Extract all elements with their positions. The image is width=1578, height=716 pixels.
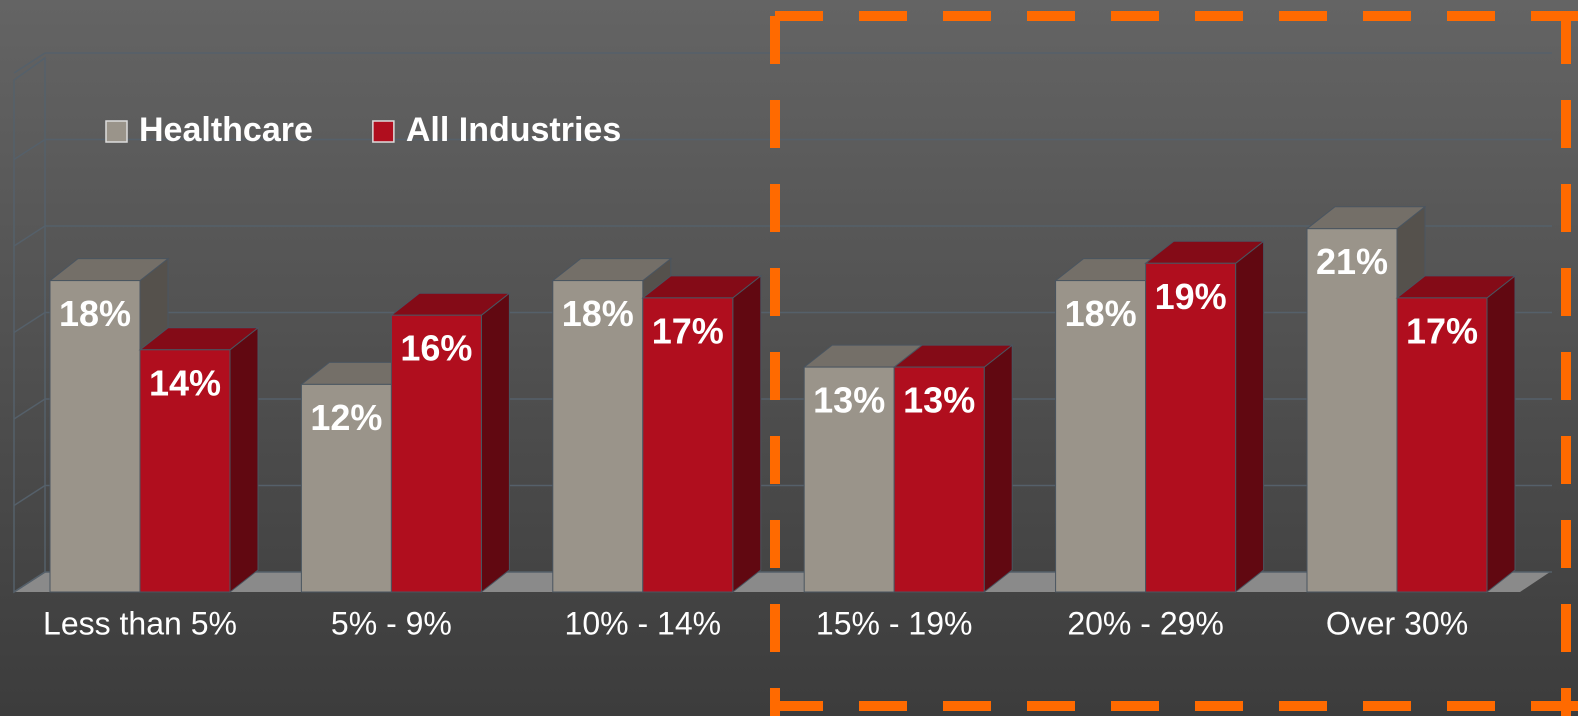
grid [13,52,1552,593]
bar [1145,262,1237,593]
value-label: 12% [310,397,382,438]
bar-side [480,292,510,594]
value-label: 19% [1155,276,1227,317]
bar-side [229,326,259,594]
bars: 18% 14% 12% 16% 18% 17% 13% 13% 18% 19% 21% 17% [48,205,1517,594]
bar-side [983,344,1013,594]
side-grid-line [13,52,46,74]
value-label: 18% [562,293,634,334]
bar [1055,280,1147,593]
x-tick-label: 10% - 14% [565,605,722,641]
legend: Healthcare All Industries [105,111,621,149]
legend-label: Healthcare [139,111,313,149]
bar-side [1235,240,1265,594]
x-tick-label: Less than 5% [43,605,237,641]
bar-side [1486,274,1516,594]
value-label: 14% [149,362,221,403]
side-grid-line [13,138,46,161]
value-label: 18% [1065,293,1137,334]
x-tick-label: 20% - 29% [1067,605,1224,641]
bar [139,349,231,593]
bar-side [732,274,762,594]
value-label: 13% [813,380,885,421]
value-label: 17% [652,310,724,351]
bar [803,366,895,593]
bar [1396,297,1488,593]
side-grid-line [13,311,46,334]
bar [642,297,734,593]
value-label: 13% [903,380,975,421]
side-grid-line [13,571,46,593]
value-label: 21% [1316,241,1388,282]
bar [893,366,985,593]
legend-swatch [105,120,128,143]
legend-label: All Industries [406,111,621,149]
bar [390,314,482,593]
legend-swatch [372,120,395,143]
bar [1306,228,1398,593]
highlight-box [770,11,1578,716]
side-grid-line [13,225,46,247]
x-tick-label: Over 30% [1326,605,1468,641]
x-tick-label: 15% - 19% [816,605,973,641]
value-label: 16% [400,328,472,369]
bar [49,280,141,593]
x-tick-label: 5% - 9% [331,605,452,641]
bar [552,280,644,593]
value-label: 18% [59,293,131,334]
side-grid-line [13,484,46,507]
side-grid-line [13,398,46,420]
value-label: 17% [1406,310,1478,351]
bar [300,383,392,593]
